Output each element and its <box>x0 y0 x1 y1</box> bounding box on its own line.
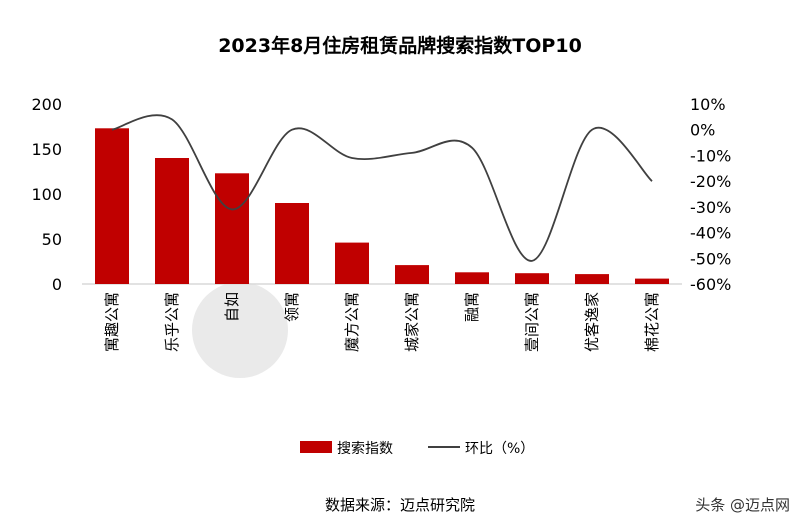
legend-line-label: 环比（%） <box>465 441 534 457</box>
footer-brand: 头条 @迈点网 <box>695 496 790 514</box>
x-tick-label: 魔方公寓 <box>343 292 361 352</box>
right-tick-label: -40% <box>690 224 731 243</box>
x-tick-label: 融寓 <box>463 292 481 322</box>
left-tick-label: 50 <box>42 230 62 249</box>
chart-title: 2023年8月住房租赁品牌搜索指数TOP10 <box>218 34 582 57</box>
right-tick-label: -10% <box>690 146 731 165</box>
right-tick-label: 0% <box>690 121 715 140</box>
right-tick-label: -50% <box>690 249 731 268</box>
bar-乐乎公寓 <box>155 158 189 284</box>
bar-魔方公寓 <box>335 242 369 284</box>
x-tick-label: 优客逸家 <box>583 292 601 352</box>
x-tick-label: 棉花公寓 <box>643 292 661 352</box>
source-note: 数据来源：迈点研究院 <box>325 496 475 514</box>
left-tick-label: 150 <box>31 140 62 159</box>
left-tick-label: 0 <box>52 275 62 294</box>
legend-bar-label: 搜索指数 <box>337 440 393 457</box>
x-tick-label: 壹间公寓 <box>523 292 541 352</box>
right-tick-label: 10% <box>690 95 726 114</box>
bar-优客逸家 <box>575 274 609 284</box>
x-tick-label: 领寓 <box>283 292 301 322</box>
watermark-logo-icon <box>192 282 288 378</box>
bar-寓趣公寓 <box>95 128 129 284</box>
x-tick-label: 自如 <box>223 292 241 322</box>
bar-棉花公寓 <box>635 278 669 284</box>
left-tick-label: 100 <box>31 185 62 204</box>
legend: 搜索指数 环比（%） <box>300 440 534 457</box>
x-tick-label: 寓趣公寓 <box>103 292 121 352</box>
right-tick-label: -60% <box>690 275 731 294</box>
bar-城家公寓 <box>395 265 429 284</box>
right-tick-label: -30% <box>690 198 731 217</box>
legend-bar-swatch <box>300 441 332 453</box>
watermark <box>192 282 288 378</box>
bar-融寓 <box>455 272 489 284</box>
bar-壹间公寓 <box>515 273 549 284</box>
x-tick-label: 城家公寓 <box>403 292 421 352</box>
bar-自如 <box>215 173 249 284</box>
bar-领寓 <box>275 203 309 284</box>
left-tick-label: 200 <box>31 95 62 114</box>
x-tick-label: 乐乎公寓 <box>163 292 181 352</box>
right-tick-label: -20% <box>690 172 731 191</box>
series-line-mom <box>111 114 653 262</box>
